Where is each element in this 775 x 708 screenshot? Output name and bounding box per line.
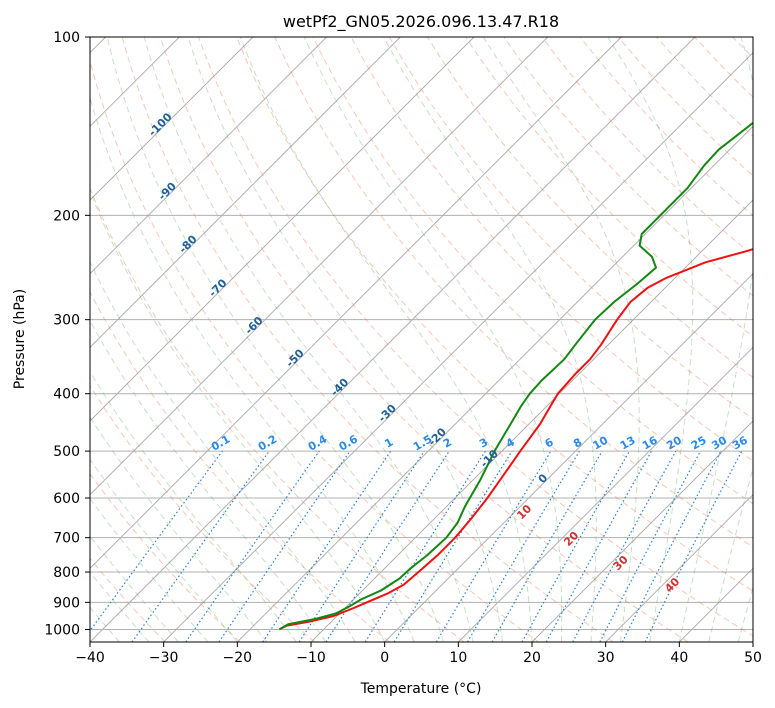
dry-adiabat-line <box>312 37 753 505</box>
isotherm-line <box>531 420 753 642</box>
moist-adiabat-line <box>239 37 533 642</box>
mixing-ratio-line <box>262 450 392 642</box>
moist-adiabat-line <box>90 189 386 642</box>
x-tick-label: 0 <box>380 650 389 666</box>
isotherm-line <box>90 37 328 275</box>
moist-adiabat-line <box>187 37 503 642</box>
isotherm-line <box>384 272 753 642</box>
moist-adiabat-line <box>737 585 753 642</box>
profile-line <box>278 121 753 631</box>
mixing-ratio-line <box>393 450 513 642</box>
dry-adiabat-line <box>503 37 753 297</box>
y-tick-label: 1000 <box>44 622 80 638</box>
x-tick-label: 20 <box>523 650 541 666</box>
isotherm-line <box>90 37 475 422</box>
plot-frame <box>89 36 754 643</box>
moist-adiabat-line <box>143 37 474 642</box>
y-tick-label: 200 <box>53 208 80 224</box>
y-tick-label: 500 <box>53 444 80 460</box>
moist-adiabat-line <box>90 497 209 642</box>
dry-adiabat-line <box>121 37 614 642</box>
mixing-ratio-line <box>131 450 270 642</box>
dry-adiabat-line <box>465 37 753 338</box>
x-tick-label: 50 <box>744 650 762 666</box>
x-tick-label: 40 <box>670 650 688 666</box>
dry-adiabat-line <box>198 37 753 637</box>
x-tick-label: 30 <box>597 650 615 666</box>
mixing-ratio-line <box>545 450 653 642</box>
y-tick-label: 900 <box>53 595 80 611</box>
isotherm-line <box>457 346 753 642</box>
y-axis-label: Pressure (hPa) <box>12 289 28 389</box>
moist-adiabats <box>90 37 753 642</box>
mixing-ratio-line <box>521 450 631 642</box>
dry-adiabat-line <box>388 37 753 420</box>
pressure-gridlines <box>90 37 753 630</box>
x-tick-label: −10 <box>296 650 326 666</box>
profile-lines <box>278 121 753 631</box>
moist-adiabat-line <box>383 37 597 642</box>
moist-adiabat-line <box>90 319 327 642</box>
isotherm-line <box>236 125 753 642</box>
profile-line <box>278 248 753 631</box>
mixing-ratio-line <box>572 450 677 642</box>
y-tick-label: 700 <box>53 531 80 547</box>
isotherm-line <box>90 37 622 570</box>
isotherm-line <box>90 37 696 642</box>
moist-adiabat-line <box>90 416 268 642</box>
moist-adiabat-line <box>482 37 640 642</box>
dry-adiabat-line <box>274 37 753 548</box>
isotherm-line <box>310 199 753 642</box>
x-tick-label: −20 <box>223 650 253 666</box>
isotherm-line <box>90 37 549 496</box>
mixing-ratio-line <box>185 450 320 642</box>
y-tick-label: 300 <box>53 313 80 329</box>
isotherm-line <box>90 37 254 201</box>
dry-adiabat-line <box>350 37 753 462</box>
dry-adiabat-line <box>90 291 390 642</box>
moist-adiabat-line <box>303 37 563 642</box>
x-axis-label: Temperature (°C) <box>360 681 482 697</box>
moist-adiabat-line <box>708 466 753 642</box>
moist-adiabat-line <box>90 370 297 642</box>
x-tick-label: −30 <box>149 650 179 666</box>
x-tick-label: −40 <box>75 650 105 666</box>
moist-adiabat-line <box>90 96 415 642</box>
isotherm-line <box>90 37 401 349</box>
moist-adiabat-line <box>106 37 445 642</box>
chart-title: wetPf2_GN05.2026.096.13.47.R18 <box>283 12 559 32</box>
moist-adiabat-line <box>90 535 179 642</box>
mixing-ratio-line <box>325 450 450 642</box>
x-tick-label: 10 <box>449 650 467 666</box>
moist-adiabat-line <box>90 458 238 642</box>
x-axis-ticks: −40 −30 −20 −10 0 10 20 30 40 50 <box>75 642 762 666</box>
mixing-ratio-lines <box>90 450 743 642</box>
y-tick-label: 800 <box>53 565 80 581</box>
isotherm-line <box>163 51 753 642</box>
moist-adiabat-line <box>607 37 694 642</box>
moist-adiabat-line <box>678 37 753 642</box>
dry-adiabat-line <box>90 384 316 642</box>
mixing-ratio-line <box>90 450 223 632</box>
y-tick-label: 400 <box>53 387 80 403</box>
skewed-isotherms <box>90 37 753 642</box>
y-tick-label: 600 <box>53 491 80 507</box>
mixing-ratio-line <box>644 450 743 642</box>
y-tick-label: 100 <box>53 30 80 46</box>
dry-adiabat-line <box>90 472 241 642</box>
mixing-ratio-line <box>218 450 351 642</box>
dry-adiabat-line <box>426 37 753 378</box>
dry-adiabat-line <box>90 186 465 642</box>
dry-adiabat-line <box>236 37 753 592</box>
dry-adiabat-line <box>90 59 540 642</box>
moist-adiabat-line <box>90 260 356 642</box>
isotherm-line <box>605 493 753 642</box>
y-axis-ticks: 100 200 300 400 500 600 700 800 900 1000 <box>44 30 90 638</box>
